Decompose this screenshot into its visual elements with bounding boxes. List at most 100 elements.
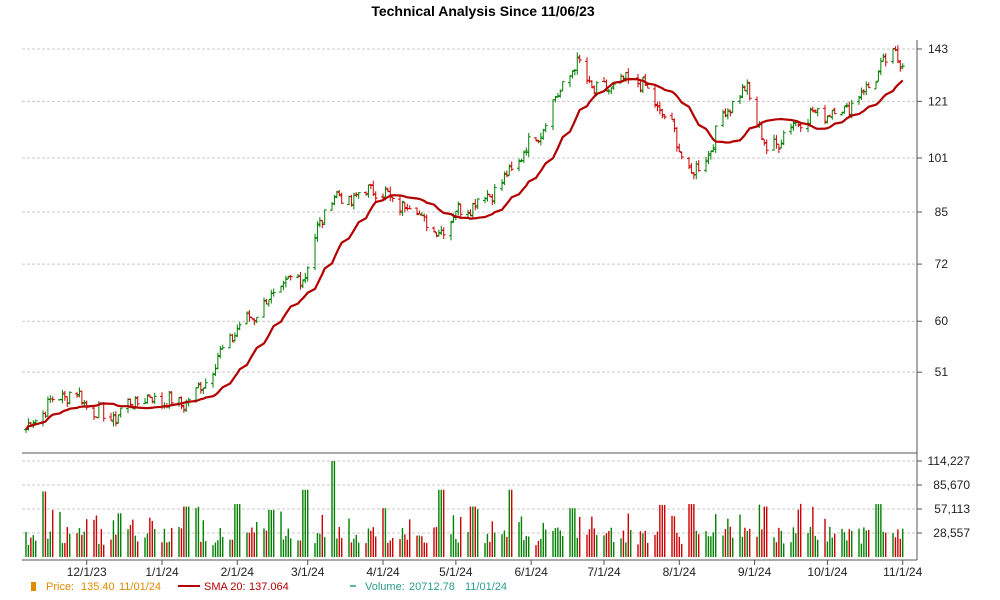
ohlc-bar [147, 394, 152, 398]
ohlc-bar [517, 158, 521, 172]
ohlc-bar [657, 101, 662, 115]
ohlc-bar [303, 272, 308, 284]
ohlc-bar [857, 95, 861, 105]
ohlc-bar [111, 411, 116, 427]
ohlc-bar [483, 196, 487, 204]
ohlc-bar [424, 214, 429, 232]
volume-legend-date: 11/01/24 [465, 581, 507, 593]
ohlc-bar [334, 190, 339, 199]
ohlc-bar [555, 93, 560, 98]
ohlc-bar [689, 163, 694, 174]
x-tick-label: 9/1/24 [738, 565, 772, 579]
ohlc-bar [662, 114, 667, 120]
ohlc-bar [237, 321, 242, 331]
ohlc-bar [356, 191, 361, 199]
ohlc-bar [609, 87, 614, 95]
ohlc-bar [730, 100, 735, 113]
ohlc-bar [708, 150, 713, 160]
ohlc-bar [305, 266, 310, 282]
ohlc-bar [640, 76, 645, 94]
ohlc-bar [575, 52, 580, 75]
ohlc-bar [235, 324, 240, 338]
volume-grid [22, 460, 917, 534]
ohlc-bar [419, 212, 424, 216]
ohlc-bar [254, 316, 259, 324]
ohlc-bar [468, 209, 473, 217]
x-tick-label: 4/1/24 [366, 565, 400, 579]
volume-tick-label: 85,670 [933, 478, 970, 492]
ohlc-bar [487, 194, 492, 198]
ohlc-bar [509, 161, 514, 172]
ohlc-bar [759, 122, 764, 141]
ohlc-bar [118, 407, 123, 418]
ohlc-bar [779, 139, 784, 149]
ohlc-bar [776, 143, 781, 154]
ohlc-bar [500, 179, 504, 191]
ohlc-bar [266, 299, 271, 307]
ohlc-bar [347, 195, 351, 206]
ohlc-bar [113, 411, 118, 427]
ohlc-bar [793, 121, 798, 127]
ohlc-bar [41, 410, 45, 427]
ohlc-bar [721, 109, 725, 127]
ohlc-bar [368, 183, 373, 190]
ohlc-bar [842, 106, 847, 114]
x-tick-label: 10/1/24 [807, 565, 847, 579]
ohlc-bar [249, 316, 254, 320]
price-tick-label: 51 [935, 365, 949, 379]
price-tick-label: 121 [928, 94, 948, 108]
ohlc-bar [844, 102, 849, 108]
ohlc-bar [398, 196, 402, 216]
ohlc-bar [283, 275, 288, 288]
price-grid [22, 48, 917, 373]
legend: Price: 135.40 11/01/24 SMA 20: 137.064 V… [31, 581, 507, 593]
ohlc-bar [893, 46, 898, 52]
x-tick-label: 11/1/24 [883, 565, 922, 579]
ohlc-bar [551, 99, 555, 131]
ohlc-bar [626, 68, 631, 84]
ohlc-bar [366, 184, 371, 198]
ohlc-bar [687, 156, 691, 170]
price-legend-date: 11/01/24 [119, 581, 161, 593]
ohlc-bar [300, 279, 305, 289]
ohlc-bar [789, 123, 793, 135]
price-tick-label: 101 [928, 151, 948, 165]
ohlc-bar [332, 195, 337, 206]
ohlc-bar [798, 123, 803, 133]
ohlc-bar [672, 118, 677, 133]
ohlc-bar [830, 109, 835, 120]
x-tick-label: 8/1/24 [663, 565, 697, 579]
ohlc-bar [281, 280, 286, 291]
ohlc-bar [213, 364, 218, 376]
ohlc-bar [196, 382, 201, 389]
ohlc-bar [279, 285, 283, 293]
x-tick-label: 3/1/24 [291, 565, 325, 579]
ohlc-bar [65, 396, 70, 408]
ohlc-bar [876, 70, 881, 82]
ohlc-bar [101, 401, 106, 422]
ohlc-bar [349, 194, 354, 207]
ohlc-bar [436, 229, 441, 237]
ohlc-bar [815, 107, 820, 117]
ohlc-bar [152, 392, 157, 405]
ohlc-bar [864, 81, 869, 96]
ohlc-bar [891, 48, 895, 64]
volume-bars [25, 461, 904, 557]
ohlc-bar [415, 207, 419, 216]
x-tick-label: 7/1/24 [587, 565, 621, 579]
ohlc-bar [322, 209, 327, 226]
price-legend-label: Price: [46, 581, 74, 593]
ohlc-bar [298, 272, 303, 290]
sma-legend-value: 137.064 [249, 581, 289, 593]
ohlc-bar [592, 85, 597, 95]
ohlc-bar [220, 344, 225, 350]
ohlc-bar [553, 96, 558, 103]
ohlc-bar [725, 108, 730, 120]
ohlc-bar [878, 57, 883, 76]
ohlc-bar [643, 73, 648, 86]
ohlc-bar [288, 274, 293, 281]
ohlc-bar [691, 171, 696, 180]
ohlc-bar [245, 311, 249, 325]
ohlc-bar [655, 101, 660, 112]
ohlc-bar [417, 210, 422, 215]
